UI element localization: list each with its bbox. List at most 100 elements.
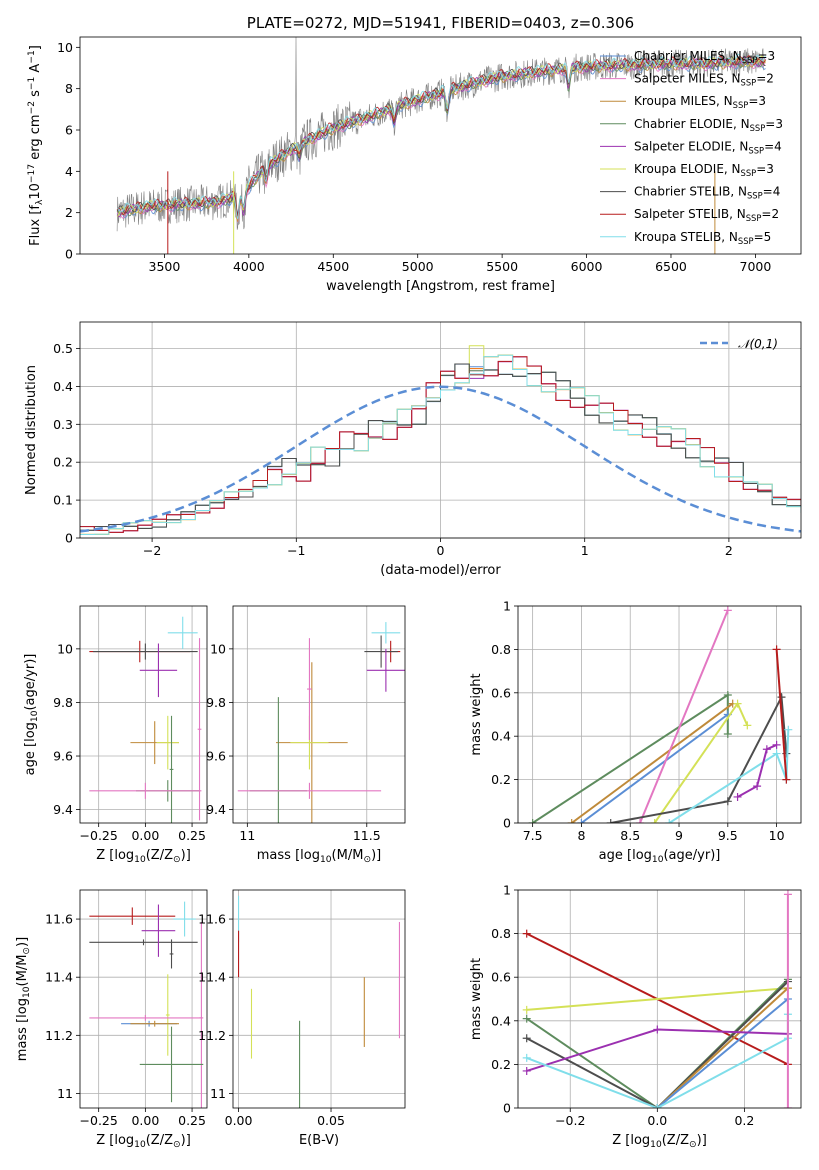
weight-marker (522, 1014, 531, 1023)
x-tick-label: 6000 (571, 259, 603, 274)
model-spectrum (116, 53, 766, 220)
weight-marker (772, 740, 781, 749)
weight-line (668, 729, 790, 823)
plot-area (528, 606, 793, 823)
axes-frame (79, 36, 802, 255)
y-tick-label: 10 (210, 641, 226, 656)
weight-marker (635, 819, 644, 823)
y-tick-label: 0.3 (53, 417, 73, 432)
weight-marker (753, 782, 762, 791)
y-tick-label: 0.4 (491, 1013, 511, 1028)
weight-marker (522, 929, 531, 938)
weight-marker (783, 890, 792, 899)
weight-marker (772, 749, 781, 758)
weight-marker (528, 819, 537, 823)
y-tick-label: 11.6 (45, 912, 73, 927)
weight-marker (650, 819, 659, 823)
x-tick-label: 0.25 (178, 1113, 206, 1128)
x-tick-label: −0.25 (80, 828, 118, 843)
weight-marker (522, 1066, 531, 1075)
x-tick-label: 0.00 (131, 1113, 159, 1128)
y-tick-label: 11.2 (45, 1028, 73, 1043)
histogram-series (80, 354, 801, 535)
weight-marker (723, 606, 732, 615)
weight-marker (743, 721, 752, 730)
x-tick-label: 0.00 (131, 828, 159, 843)
y-axis-label: mass weight (469, 958, 484, 1040)
x-tick-label: 3500 (149, 259, 181, 274)
plot-area (237, 895, 401, 1108)
weight-marker (522, 1034, 531, 1043)
histogram-series (80, 356, 801, 533)
weight-marker (606, 819, 615, 823)
x-tick-label: 5000 (402, 259, 434, 274)
x-tick-label: −0.2 (555, 1113, 585, 1128)
plot-area (522, 890, 792, 1108)
y-tick-label: 0.2 (491, 1057, 511, 1072)
axes-frame (232, 605, 406, 824)
age-vs-mass-panel: 11 11.5 9.4 9.6 9.8 10 mass [log10(M/M⊙)] (206, 605, 406, 865)
weight-line (580, 713, 729, 823)
y-tick-label: 0.6 (491, 970, 511, 985)
y-tick-label: 0 (503, 1101, 511, 1116)
axes-frame (517, 605, 802, 824)
legend-label: 𝒩(0,1) (738, 337, 778, 351)
y-axis-label: Flux [fλ10−17 erg cm−2 s−1 A−1] (27, 45, 45, 246)
age-vs-metallicity-panel: −0.25 0.00 0.25 9.4 9.6 9.8 10 Z [log10(Z/Z⊙)] a… (23, 605, 208, 865)
x-tick-label: 10 (769, 828, 785, 843)
x-tick-label: 0.00 (225, 1113, 253, 1128)
weight-line (639, 609, 729, 823)
x-tick-label: 0.2 (734, 1113, 754, 1128)
weight-line (656, 998, 789, 1108)
y-tick-label: 9.4 (53, 802, 73, 817)
weight-marker (772, 645, 781, 654)
y-tick-label: 0.2 (53, 455, 73, 470)
y-tick-label: 9.4 (206, 802, 226, 817)
weight-marker (733, 699, 742, 708)
y-tick-label: 0 (503, 816, 511, 831)
y-tick-label: 2 (65, 205, 73, 220)
legend-label: Kroupa STELIB, NSSP=5 (634, 230, 771, 246)
x-tick-label: 6500 (655, 259, 687, 274)
y-tick-label: 9.6 (53, 749, 73, 764)
x-tick-label: 9 (675, 828, 683, 843)
y-axis-label: mass [log10(M/M⊙)] (15, 937, 32, 1061)
histogram-series (80, 354, 801, 535)
weight-marker (653, 1104, 662, 1108)
y-tick-label: 0.6 (491, 685, 511, 700)
axes-frame (79, 321, 802, 539)
weight-line (526, 980, 789, 1108)
x-tick-label: 11.5 (353, 828, 381, 843)
weight-line (775, 649, 788, 780)
x-tick-label: 1 (581, 543, 589, 558)
weight-marker (782, 775, 791, 784)
y-axis-label: mass weight (469, 673, 484, 755)
y-tick-label: 1 (503, 599, 511, 614)
y-tick-label: 11 (210, 1086, 226, 1101)
weight-marker (723, 690, 732, 699)
weight-marker (784, 725, 793, 734)
x-tick-label: 0 (437, 543, 445, 558)
y-tick-label: 11 (57, 1086, 73, 1101)
plot-area (237, 622, 405, 823)
weight-marker (733, 792, 742, 801)
y-tick-label: 8 (65, 81, 73, 96)
legend-label: Chabrier STELIB, NSSP=4 (634, 185, 780, 201)
weight-marker (522, 1005, 531, 1014)
x-axis-label: Z [log10(Z/Z⊙)] (96, 1133, 191, 1150)
chart-title: PLATE=0272, MJD=51941, FIBERID=0403, z=0… (247, 14, 634, 32)
legend: Chabrier MILES, NSSP=3 Salpeter MILES, NS… (600, 49, 783, 246)
y-tick-label: 0.4 (491, 729, 511, 744)
y-tick-label: 9.6 (206, 749, 226, 764)
x-tick-label: −1 (287, 543, 305, 558)
x-tick-label: 4000 (233, 259, 265, 274)
weight-marker (723, 730, 732, 739)
y-axis-label: age [log10(age/yr)] (23, 654, 40, 776)
x-tick-label: 11 (239, 828, 255, 843)
mass-weight-vs-age-panel: 7.5 8 8.5 9 9.5 10 0 0.2 0.4 0.6 0.8 1 age [log10(ag… (469, 599, 802, 865)
weight-marker (577, 819, 586, 823)
histogram-series (80, 356, 801, 533)
weight-marker (762, 745, 771, 754)
x-tick-label: 7000 (740, 259, 772, 274)
x-tick-label: 2 (725, 543, 733, 558)
